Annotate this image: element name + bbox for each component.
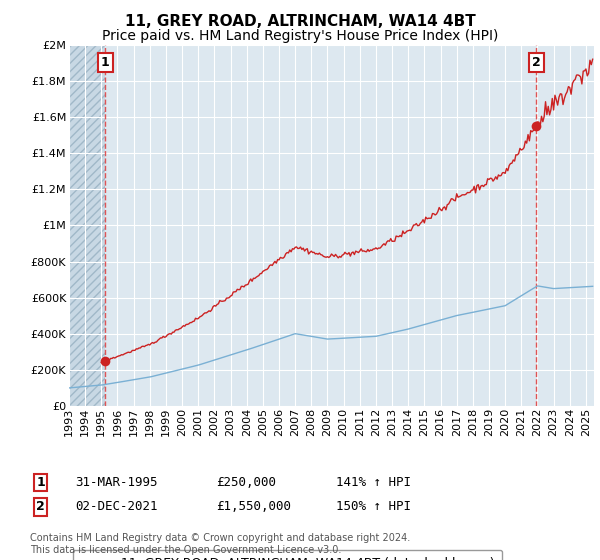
Text: 1: 1	[37, 476, 45, 489]
Text: Contains HM Land Registry data © Crown copyright and database right 2024.
This d: Contains HM Land Registry data © Crown c…	[30, 533, 410, 555]
Text: £250,000: £250,000	[216, 476, 276, 489]
Text: 141% ↑ HPI: 141% ↑ HPI	[336, 476, 411, 489]
Text: 31-MAR-1995: 31-MAR-1995	[75, 476, 157, 489]
Text: 11, GREY ROAD, ALTRINCHAM, WA14 4BT: 11, GREY ROAD, ALTRINCHAM, WA14 4BT	[125, 14, 475, 29]
Text: Price paid vs. HM Land Registry's House Price Index (HPI): Price paid vs. HM Land Registry's House …	[102, 29, 498, 43]
Text: 2: 2	[37, 500, 45, 514]
Text: £1,550,000: £1,550,000	[216, 500, 291, 514]
Text: 150% ↑ HPI: 150% ↑ HPI	[336, 500, 411, 514]
Legend: 11, GREY ROAD, ALTRINCHAM, WA14 4BT (detached house), HPI: Average price, detach: 11, GREY ROAD, ALTRINCHAM, WA14 4BT (det…	[73, 549, 502, 560]
Text: 2: 2	[532, 55, 541, 69]
Bar	[69, 45, 104, 406]
Text: 02-DEC-2021: 02-DEC-2021	[75, 500, 157, 514]
Text: 1: 1	[101, 55, 110, 69]
